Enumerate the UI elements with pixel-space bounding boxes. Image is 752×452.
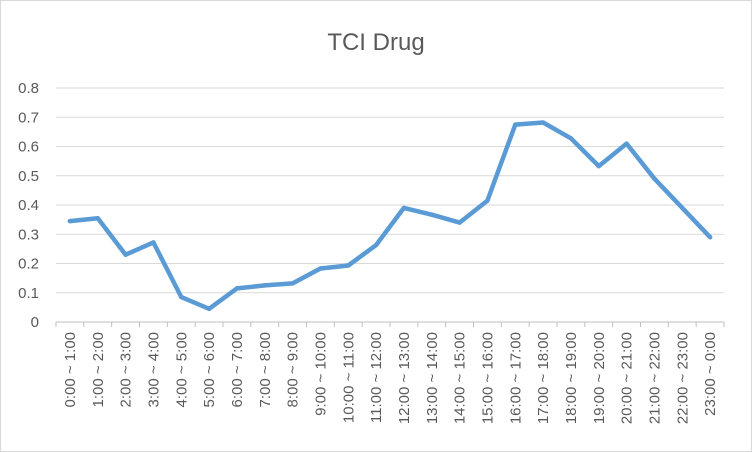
x-tick-label: 2:00 ~ 3:00 [118,332,135,407]
x-tick-label: 10:00 ~ 11:00 [340,332,357,423]
x-tick-label: 5:00 ~ 6:00 [201,332,218,407]
x-tick-label: 19:00 ~ 20:00 [591,332,608,424]
data-point [95,215,100,221]
data-point [513,122,518,127]
gridlines [56,87,724,294]
data-point [401,205,407,211]
x-tick-label: 17:00 ~ 18:00 [535,332,552,424]
chart-title: TCI Drug [327,29,424,56]
data-point [346,263,351,268]
x-axis-ticks: 0:00 ~ 1:00 1:00 ~ 2:00 2:00 ~ 3:00 3:00 ~ … [55,322,725,424]
x-tick-label: 13:00 ~ 14:00 [424,332,441,424]
x-tick-label: 18:00 ~ 19:00 [563,332,580,424]
y-tick-label: 0.8 [18,80,39,97]
data-point [707,234,713,240]
data-point [123,252,128,257]
x-tick-label: 16:00 ~ 17:00 [507,332,524,424]
x-tick-label: 15:00 ~ 16:00 [479,332,496,424]
data-point [206,306,212,312]
data-point [624,141,629,146]
data-point [457,220,462,225]
x-tick-label: 23:00 ~ 0:00 [702,332,719,416]
data-point [234,286,240,291]
y-tick-label: 0.3 [18,226,39,243]
y-tick-label: 0.1 [18,285,39,302]
series-line [67,120,713,312]
data-point [429,212,434,217]
x-tick-label: 1:00 ~ 2:00 [90,332,107,407]
data-point [540,120,546,125]
x-tick-label: 22:00 ~ 23:00 [674,332,691,424]
x-tick-label: 9:00 ~ 10:00 [312,332,329,416]
data-point [262,283,267,288]
y-tick-label: 0.4 [18,197,39,214]
data-point [596,163,601,169]
series-layer [67,120,713,312]
x-tick-label: 20:00 ~ 21:00 [619,332,636,424]
x-tick-label: 8:00 ~ 9:00 [285,332,302,407]
data-point [290,281,295,286]
data-point [179,294,184,300]
data-point [318,266,323,271]
y-tick-label: 0.5 [18,168,39,185]
data-point [652,176,657,181]
x-tick-label: 4:00 ~ 5:00 [173,332,190,407]
x-tick-label: 14:00 ~ 15:00 [452,332,469,424]
y-tick-label: 0.7 [18,109,39,126]
x-tick-label: 0:00 ~ 1:00 [62,332,79,407]
data-point [568,136,574,141]
x-tick-label: 6:00 ~ 7:00 [229,332,246,407]
y-tick-label: 0.2 [18,256,39,273]
x-tick-label: 7:00 ~ 8:00 [257,332,274,407]
data-point [373,242,379,248]
y-axis-ticks: 0 0.1 0.2 0.3 0.4 0.5 0.6 0.7 0.8 [18,80,39,331]
data-point [151,240,156,245]
y-tick-label: 0 [31,314,39,331]
x-tick-label: 11:00 ~ 12:00 [368,332,385,423]
y-tick-label: 0.6 [18,139,39,156]
x-tick-label: 21:00 ~ 22:00 [646,332,663,424]
x-tick-label: 12:00 ~ 13:00 [396,332,413,424]
data-point [67,218,73,224]
data-point [485,198,490,203]
x-tick-label: 3:00 ~ 4:00 [145,332,162,407]
data-point [680,205,685,211]
